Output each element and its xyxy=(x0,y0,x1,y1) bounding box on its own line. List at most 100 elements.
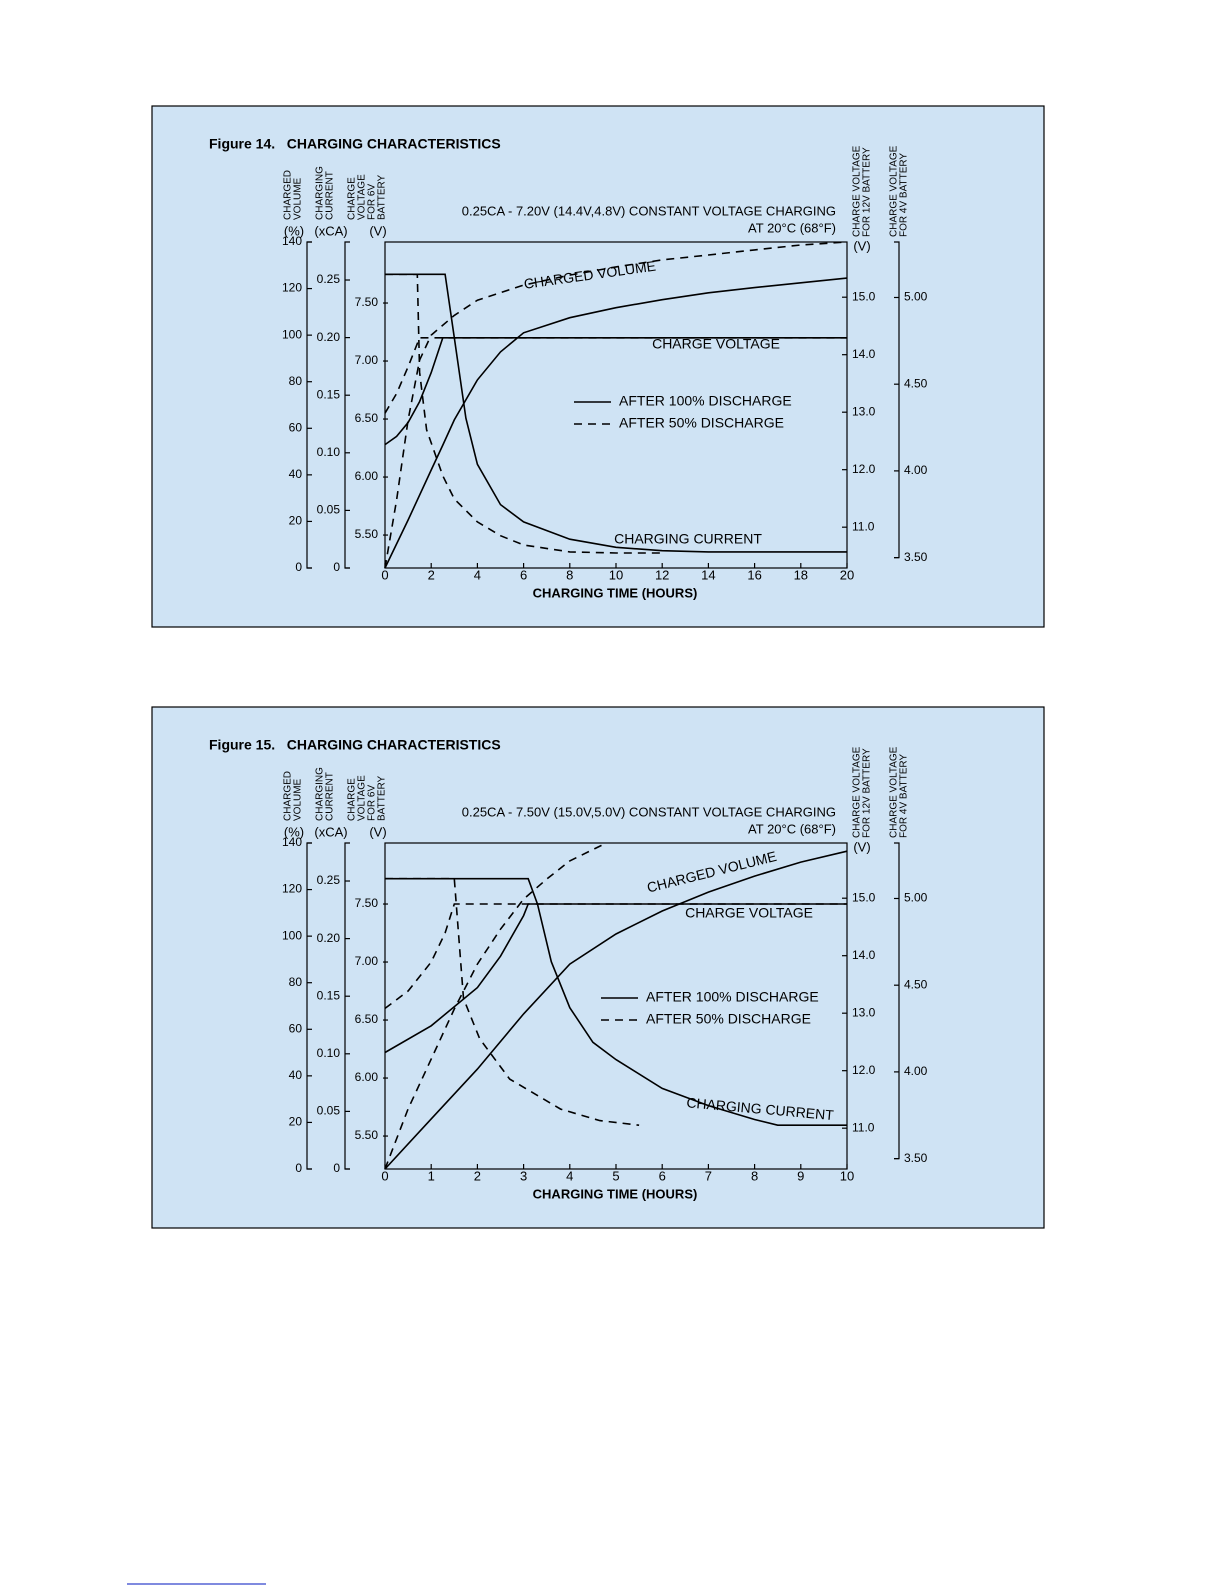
axis-unit: (xCA) xyxy=(314,223,347,238)
y-tick-label: 20 xyxy=(289,514,303,528)
y-tick-label: 6.50 xyxy=(355,1012,379,1026)
curve xyxy=(385,877,640,1126)
axis-title: FOR 12V BATTERY xyxy=(862,748,873,838)
y-tick-label: 60 xyxy=(289,420,303,434)
y-tick-label: 0 xyxy=(295,1161,302,1175)
x-tick-label: 8 xyxy=(566,567,573,582)
axis-unit: (xCA) xyxy=(314,824,347,839)
axis-title: CHARGE VOLTAGE xyxy=(889,746,900,838)
y-tick-label: 0 xyxy=(333,560,340,574)
x-tick-label: 4 xyxy=(566,1168,573,1183)
legend-label: AFTER 100% DISCHARGE xyxy=(646,989,819,1005)
x-tick-label: 8 xyxy=(751,1168,758,1183)
chart-title: Figure 15. CHARGING CHARACTERISTICS xyxy=(209,737,501,753)
y-tick-label: 15.0 xyxy=(852,890,876,904)
y-tick-label: 100 xyxy=(282,327,302,341)
y-tick-label: 4.00 xyxy=(904,1064,928,1078)
y-tick-label: 140 xyxy=(282,835,302,849)
y-tick-label: 0 xyxy=(333,1161,340,1175)
y-tick-label: 14.0 xyxy=(852,347,876,361)
y-tick-label: 11.0 xyxy=(852,1120,875,1134)
axis-title: CHARGE VOLTAGE xyxy=(852,145,863,237)
y-tick-label: 5.50 xyxy=(355,1128,379,1142)
x-tick-label: 9 xyxy=(797,1168,804,1183)
y-tick-label: 120 xyxy=(282,882,302,896)
y-tick-label: 13.0 xyxy=(852,1005,876,1019)
axis-title: BATTERY xyxy=(377,174,388,220)
y-tick-label: 5.00 xyxy=(904,891,928,905)
y-tick-label: 12.0 xyxy=(852,462,876,476)
axis-unit: (%) xyxy=(284,824,304,839)
y-tick-label: 0.15 xyxy=(317,387,341,401)
curve xyxy=(384,337,847,414)
y-tick-label: 3.50 xyxy=(904,550,928,564)
y-tick-label: 0.20 xyxy=(317,330,341,344)
y-tick-label: 12.0 xyxy=(852,1063,876,1077)
y-tick-label: 7.00 xyxy=(355,353,379,367)
axis-title: CHARGING xyxy=(315,166,326,220)
y-tick-label: 0.15 xyxy=(317,988,341,1002)
y-tick-label: 120 xyxy=(282,281,302,295)
curve xyxy=(384,850,848,1170)
axis-title: CHARGE VOLTAGE xyxy=(852,746,863,838)
axis-unit: (V) xyxy=(369,824,386,839)
y-tick-label: 4.50 xyxy=(904,376,928,390)
axis-title: VOLTAGE xyxy=(357,775,368,821)
y-tick-label: 40 xyxy=(289,1068,303,1082)
curve xyxy=(384,277,848,569)
axis-title: CHARGED xyxy=(283,170,294,220)
x-tick-label: 6 xyxy=(520,567,527,582)
y-tick-label: 0.10 xyxy=(317,1046,341,1060)
chart-title: Figure 14. CHARGING CHARACTERISTICS xyxy=(209,136,501,152)
axis-unit: (%) xyxy=(284,223,304,238)
axis-title: VOLUME xyxy=(293,177,304,220)
y-tick-label: 80 xyxy=(289,975,303,989)
y-tick-label: 4.00 xyxy=(904,463,928,477)
x-tick-label: 12 xyxy=(655,567,669,582)
x-tick-label: 18 xyxy=(794,567,808,582)
axis-title: CHARGE xyxy=(347,177,358,220)
axis-title: FOR 12V BATTERY xyxy=(862,147,873,237)
x-tick-label: 3 xyxy=(520,1168,527,1183)
x-axis-label: CHARGING TIME (HOURS) xyxy=(533,1186,698,1201)
curve xyxy=(384,337,847,446)
x-tick-label: 2 xyxy=(474,1168,481,1183)
axis-title: CURRENT xyxy=(325,772,336,821)
y-tick-label: 0.20 xyxy=(317,931,341,945)
axis-title: FOR 4V BATTERY xyxy=(899,754,910,838)
y-tick-label: 7.00 xyxy=(355,954,379,968)
curve xyxy=(385,273,847,553)
chart-panel xyxy=(151,105,1045,628)
axis-title: FOR 4V BATTERY xyxy=(899,153,910,237)
x-tick-label: 6 xyxy=(659,1168,666,1183)
y-tick-label: 0 xyxy=(295,560,302,574)
curve-label: CHARGING CURRENT xyxy=(614,531,762,547)
x-tick-label: 10 xyxy=(609,567,623,582)
subtitle: 0.25CA - 7.20V (14.4V,4.8V) CONSTANT VOL… xyxy=(462,203,836,218)
subtitle: AT 20°C (68°F) xyxy=(748,821,836,836)
y-tick-label: 6.00 xyxy=(355,1070,379,1084)
chart-panel xyxy=(151,706,1045,1229)
curve xyxy=(385,877,847,1126)
legend-label: AFTER 100% DISCHARGE xyxy=(619,393,792,409)
axis-title: FOR 6V xyxy=(367,785,378,821)
y-tick-label: 100 xyxy=(282,928,302,942)
curve xyxy=(385,273,663,554)
axis-unit: (V) xyxy=(853,839,870,854)
legend-label: AFTER 50% DISCHARGE xyxy=(619,415,784,431)
y-tick-label: 20 xyxy=(289,1115,303,1129)
x-tick-label: 14 xyxy=(701,567,715,582)
curve-label: CHARGE VOLTAGE xyxy=(652,336,780,352)
y-tick-label: 13.0 xyxy=(852,404,876,418)
x-tick-label: 20 xyxy=(840,567,854,582)
subtitle: AT 20°C (68°F) xyxy=(748,220,836,235)
y-tick-label: 4.50 xyxy=(904,977,928,991)
x-tick-label: 7 xyxy=(705,1168,712,1183)
axis-unit: (V) xyxy=(853,238,870,253)
y-tick-label: 0.05 xyxy=(317,503,341,517)
y-tick-label: 0.25 xyxy=(317,873,341,887)
curve xyxy=(384,843,605,1170)
y-tick-label: 6.00 xyxy=(355,469,379,483)
y-tick-label: 3.50 xyxy=(904,1151,928,1165)
x-tick-label: 0 xyxy=(381,1168,388,1183)
